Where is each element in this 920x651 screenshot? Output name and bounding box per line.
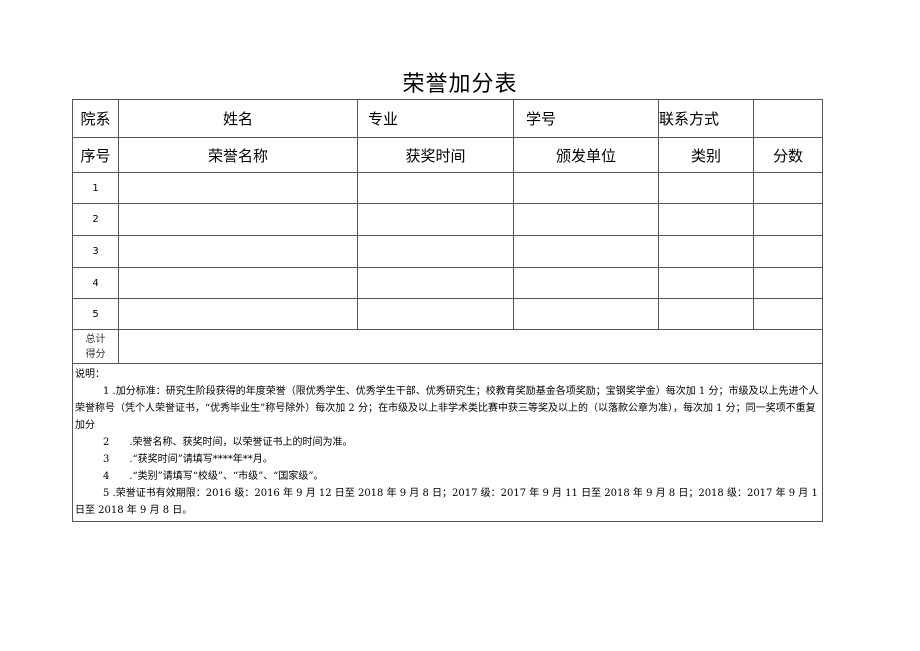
cell[interactable] xyxy=(118,172,358,204)
row-index: 4 xyxy=(72,267,119,299)
cell[interactable] xyxy=(658,298,754,330)
cell[interactable] xyxy=(357,267,514,299)
student-id-label: 学号 xyxy=(513,99,659,138)
cell[interactable] xyxy=(513,172,659,204)
note-item: 5 .荣誉证书有效期限：2016 级：2016 年 9 月 12 日至 2018… xyxy=(75,488,818,516)
major-label: 专业 xyxy=(357,99,514,138)
cell[interactable] xyxy=(118,298,358,330)
col-header-score: 分数 xyxy=(753,137,823,173)
cell[interactable] xyxy=(513,267,659,299)
dept-label: 院系 xyxy=(72,99,119,138)
cell[interactable] xyxy=(357,298,514,330)
total-score-field[interactable] xyxy=(118,329,823,364)
table-row: 5 xyxy=(72,298,823,330)
cell[interactable] xyxy=(753,172,823,204)
col-header-honor-name: 荣誉名称 xyxy=(118,137,358,173)
note-item: 1 .加分标准：研究生阶段获得的年度荣誉（限优秀学生、优秀学生干部、优秀研究生；… xyxy=(75,386,819,431)
row-index: 3 xyxy=(72,235,119,268)
col-header-award-time: 获奖时间 xyxy=(357,137,514,173)
total-label-line: 总计 xyxy=(85,333,106,345)
table-row: 2 xyxy=(72,203,823,236)
row-index: 1 xyxy=(72,172,119,204)
cell[interactable] xyxy=(118,203,358,236)
cell[interactable] xyxy=(658,235,754,268)
cell[interactable] xyxy=(753,203,823,236)
total-score-label: 总计 得分 xyxy=(72,329,119,364)
cell[interactable] xyxy=(513,203,659,236)
page-title: 荣誉加分表 xyxy=(402,72,518,97)
cell[interactable] xyxy=(357,172,514,204)
note-item: 3 .“获奖时间”请填写****年**月。 xyxy=(103,454,273,465)
table-row: 3 xyxy=(72,235,823,268)
col-header-issuer: 颁发单位 xyxy=(513,137,659,173)
cell[interactable] xyxy=(753,298,823,330)
note-item: 2 .荣誉名称、获奖时间，以荣誉证书上的时间为准。 xyxy=(103,437,353,448)
cell[interactable] xyxy=(753,267,823,299)
cell[interactable] xyxy=(357,235,514,268)
table-row: 1 xyxy=(72,172,823,204)
cell[interactable] xyxy=(513,298,659,330)
row-index: 2 xyxy=(72,203,119,236)
col-header-category: 类别 xyxy=(658,137,754,173)
name-label: 姓名 xyxy=(118,99,358,138)
cell[interactable] xyxy=(658,172,754,204)
cell[interactable] xyxy=(658,267,754,299)
row-index: 5 xyxy=(72,298,119,330)
cell[interactable] xyxy=(513,235,659,268)
notes-section: 说明： 1 .加分标准：研究生阶段获得的年度荣誉（限优秀学生、优秀学生干部、优秀… xyxy=(72,363,823,522)
contact-label: 联系方式 xyxy=(658,99,754,138)
contact-field[interactable] xyxy=(753,99,823,138)
cell[interactable] xyxy=(658,203,754,236)
cell[interactable] xyxy=(357,203,514,236)
col-header-index: 序号 xyxy=(72,137,119,173)
note-item: 4 .“类别”请填写“校级”、“市级”、“国家级”。 xyxy=(103,471,324,482)
notes-heading: 说明： xyxy=(75,369,105,380)
cell[interactable] xyxy=(118,267,358,299)
honor-score-table: 院系 姓名 专业 学号 联系方式 序号 荣誉名称 获奖时间 颁发单位 类别 分数… xyxy=(72,99,823,522)
cell[interactable] xyxy=(753,235,823,268)
table-row: 4 xyxy=(72,267,823,299)
total-label-line: 得分 xyxy=(85,348,106,360)
cell[interactable] xyxy=(118,235,358,268)
